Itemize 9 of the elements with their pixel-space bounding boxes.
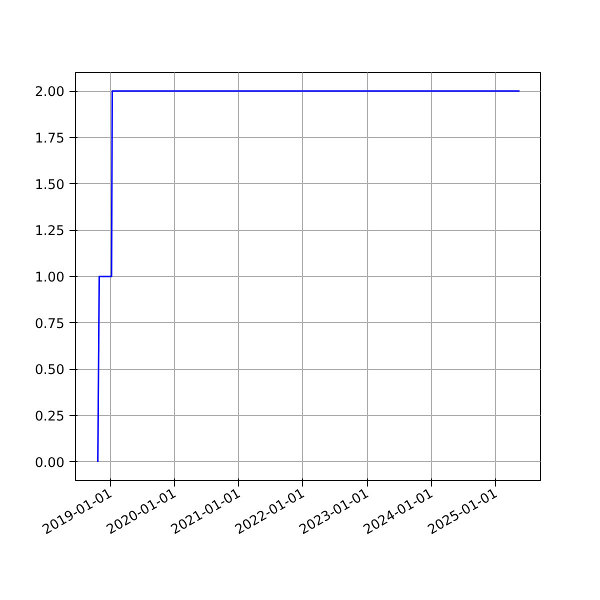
y-tick-label: 1.00	[34, 270, 65, 286]
y-tick-label: 2.00	[34, 85, 65, 100]
y-tick-label: 0.00	[34, 456, 65, 471]
y-tick-label: 0.25	[34, 410, 65, 425]
y-tick-label: 0.50	[34, 363, 65, 378]
y-tick-label: 1.75	[34, 131, 65, 146]
y-tick-label: 0.75	[34, 316, 65, 332]
y-tick-label: 1.50	[34, 178, 65, 193]
y-tick-label: 1.25	[34, 224, 65, 240]
